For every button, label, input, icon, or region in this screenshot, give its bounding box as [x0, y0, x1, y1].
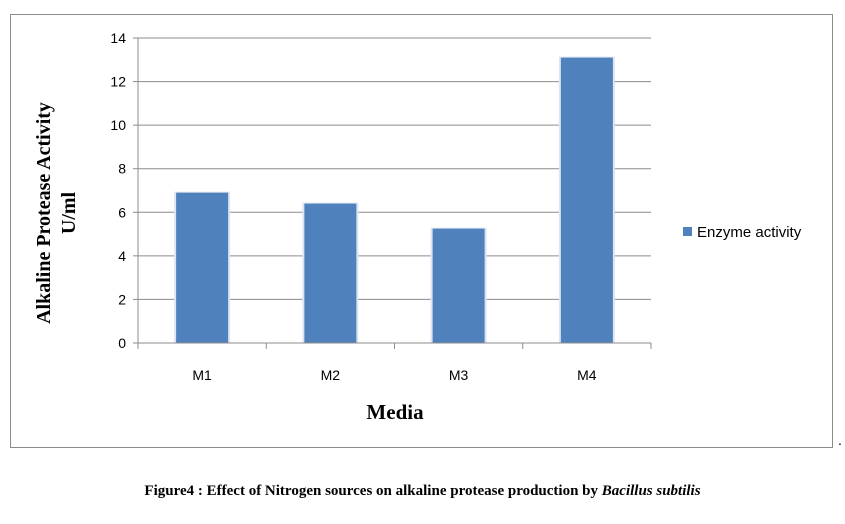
- figure-caption: Figure4 : Effect of Nitrogen sources on …: [0, 483, 845, 500]
- axes: [133, 37, 652, 349]
- legend-swatch-enzyme-activity: [683, 227, 692, 236]
- bar-M3: [432, 228, 485, 343]
- x-tick-label-M1: M1: [192, 367, 212, 383]
- trailing-mark: .: [838, 432, 842, 448]
- bars: [174, 56, 615, 343]
- bar-M2: [304, 203, 357, 343]
- y-tick-labels: 0 2 4 6 8 10 12 14: [110, 30, 126, 351]
- x-tick-labels: M1 M2 M3 M4: [192, 367, 596, 383]
- y-tick-label-10: 10: [110, 117, 126, 133]
- y-axis-title-line2: U/ml: [58, 191, 80, 234]
- caption-text: Figure4 : Effect of Nitrogen sources on …: [144, 483, 602, 499]
- bar-M1: [176, 192, 229, 343]
- legend-label-enzyme-activity: Enzyme activity: [697, 224, 802, 241]
- y-tick-label-8: 8: [118, 161, 126, 177]
- chart-frame: 0 2 4 6 8 10 12 14 M1 M2 M3 M4 Media Alkaline Prot…: [10, 14, 833, 448]
- x-tick-label-M4: M4: [577, 367, 597, 383]
- x-tick-label-M2: M2: [321, 367, 341, 383]
- y-tick-label-2: 2: [118, 291, 126, 307]
- caption-species: Bacillus subtilis: [601, 483, 701, 499]
- y-tick-label-14: 14: [110, 30, 126, 46]
- y-tick-label-6: 6: [118, 204, 126, 220]
- y-tick-label-12: 12: [110, 74, 126, 90]
- y-axis-title: Alkaline Protease Activity U/ml: [33, 102, 80, 324]
- x-tick-label-M3: M3: [449, 367, 469, 383]
- x-axis-title: Media: [366, 400, 424, 424]
- bar-chart: 0 2 4 6 8 10 12 14 M1 M2 M3 M4 Media Alkaline Prot…: [33, 30, 802, 424]
- legend: Enzyme activity: [683, 224, 802, 241]
- y-tick-label-4: 4: [118, 248, 126, 264]
- bar-M4: [560, 57, 613, 343]
- y-axis-title-line1: Alkaline Protease Activity: [33, 102, 55, 324]
- y-tick-label-0: 0: [118, 335, 126, 351]
